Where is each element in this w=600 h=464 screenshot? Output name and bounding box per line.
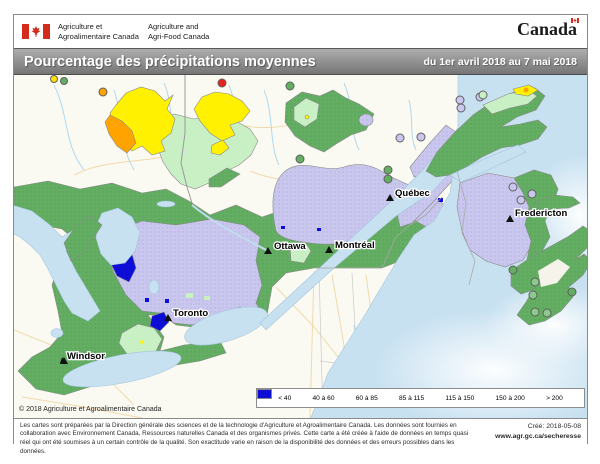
region-green-fringe [208, 167, 241, 188]
svg-text:Fredericton: Fredericton [515, 208, 567, 219]
political-boundaries [180, 75, 476, 286]
legend-item-85-115: 85 à 115 [257, 389, 424, 402]
region-gaspe [425, 87, 548, 178]
novascotia-interior [538, 259, 570, 287]
region-blue-toronto [149, 311, 170, 332]
blue-patch-2 [165, 299, 169, 303]
border-on-qc [180, 75, 193, 204]
page-frame: Agriculture et Agroalimentaire Canada Ag… [13, 14, 588, 455]
legend-swatch [257, 389, 272, 399]
footer-meta: Créé: 2018-05-08 www.agr.gc.ca/secheress… [495, 422, 581, 442]
yellow-dot-center [304, 114, 310, 120]
region-pei [534, 194, 581, 210]
footer-url: www.agr.gc.ca/secheresse [495, 433, 581, 441]
region-purple-spot [358, 113, 374, 127]
blue-patch-1 [145, 298, 149, 302]
map-copyright: © 2018 Agriculture et Agroalimentaire Ca… [19, 406, 162, 413]
legend-item-115-150: 115 à 150 [257, 389, 474, 402]
regions-maritimes [425, 84, 587, 326]
lake-simcoe [148, 279, 160, 295]
region-green-newbrunswick [513, 169, 559, 260]
legend-item-60-85: 60 à 85 [257, 389, 378, 402]
footer-disclaimer: Les cartes sont préparées par la Directi… [20, 421, 469, 456]
map-date-range: du 1er avril 2018 au 7 mai 2018 [423, 55, 577, 68]
svg-text:Toronto: Toronto [173, 308, 208, 319]
region-lightgreen-ottawa-east [289, 241, 312, 264]
border-qc-maine [381, 196, 443, 269]
svg-text:Montréal: Montréal [335, 240, 375, 251]
lake-nipissing [156, 200, 176, 208]
svg-text:Ottawa: Ottawa [274, 241, 306, 252]
baie-des-chaleurs [449, 144, 527, 183]
legend-item-40-60: 40 à 60 [257, 389, 335, 402]
city-montreal: Montréal [325, 239, 376, 253]
region-yellow-east [193, 91, 251, 142]
region-orange-west [104, 114, 137, 154]
station-markers [50, 75, 577, 318]
federal-header: Agriculture et Agroalimentaire Canada Ag… [14, 15, 587, 48]
region-yellow-small [210, 139, 230, 156]
city-fredericton: Fredericton [506, 207, 569, 222]
legend-item-gt200: > 200 [257, 389, 563, 402]
lightgreen-patch-2 [204, 296, 210, 300]
legend-item-lt40: < 40 [257, 389, 291, 402]
region-gaspe-orange [523, 87, 529, 93]
city-quebec: Québec [386, 187, 431, 201]
region-lightgreen-core [293, 97, 320, 128]
lightgreen-patch-1 [186, 293, 193, 298]
footer-created-date: Créé: 2018-05-08 [527, 423, 581, 430]
canada-wordmark: Canada [516, 18, 579, 39]
city-windsor: Windsor [60, 350, 106, 364]
footer: Les cartes sont préparées par la Directi… [14, 418, 587, 455]
lake-st-clair [50, 328, 64, 338]
map-legend: < 40 40 à 60 60 à 85 85 à 115 115 à 150 … [256, 388, 585, 408]
wordmark-flag-icon [571, 18, 579, 23]
border-maine-nb [456, 170, 476, 286]
blue-patch-3 [438, 198, 443, 202]
blue-patch-4 [281, 226, 285, 229]
lake-huron [14, 205, 101, 322]
svg-text:Québec: Québec [395, 188, 430, 199]
map-title-bar: Pourcentage des précipitations moyennes … [14, 48, 587, 75]
city-toronto: Toronto [164, 307, 210, 321]
city-markers: Windsor Toronto Ottawa Montréal Québec F… [60, 187, 569, 364]
yellow-dot-london [140, 340, 144, 344]
legend-item-150-200: 150 à 200 [257, 389, 525, 402]
dept-name-fr: Agriculture et Agroalimentaire Canada [58, 22, 139, 42]
city-ottawa: Ottawa [264, 240, 308, 254]
region-gaspe-lightgreen [482, 89, 538, 115]
lake-erie [62, 350, 182, 388]
map-canvas: Windsor Toronto Ottawa Montréal Québec F… [14, 75, 587, 418]
lake-ontario [184, 306, 268, 346]
svg-text:Windsor: Windsor [67, 351, 105, 362]
blue-patch-5 [317, 228, 321, 231]
bruce-peninsula [63, 215, 103, 262]
ottawa-river [191, 204, 269, 252]
canada-flag-icon [22, 24, 50, 39]
precipitation-map: Windsor Toronto Ottawa Montréal Québec F… [14, 75, 587, 418]
map-title: Pourcentage des précipitations moyennes [24, 53, 316, 70]
dept-name-en: Agriculture and Agri-Food Canada [148, 22, 210, 42]
